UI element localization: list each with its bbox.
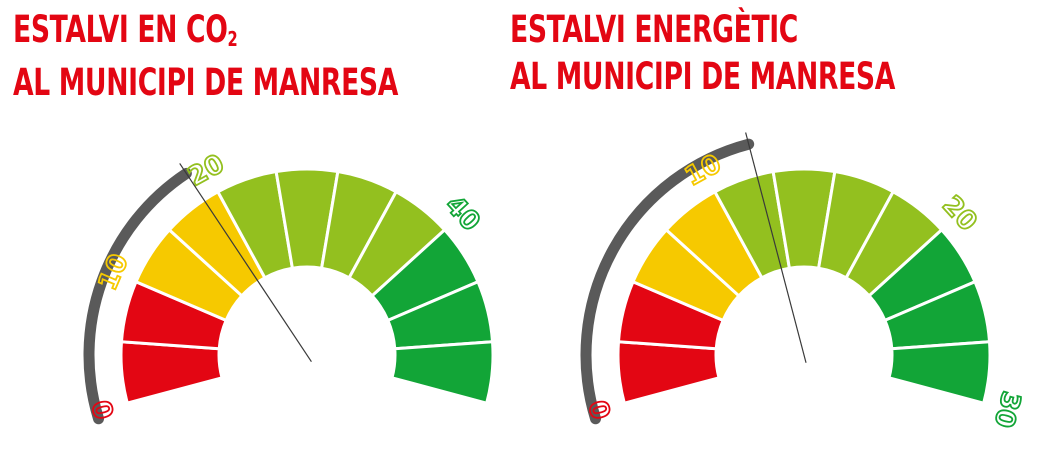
tick-label: 20 xyxy=(183,149,229,193)
gauge-segment-green xyxy=(887,340,992,405)
needle xyxy=(179,163,312,362)
energy-savings-panel: ESTALVI ENERGÈTIC AL MUNICIPI DE MANRESA… xyxy=(497,0,1027,472)
co2-title-line1: ESTALVI EN CO2 xyxy=(13,8,238,51)
progress-arc xyxy=(580,138,755,425)
energy-title-line1: ESTALVI ENERGÈTIC xyxy=(510,8,798,51)
progress-arc xyxy=(83,167,192,425)
co2-savings-title: ESTALVI EN CO2 AL MUNICIPI DE MANRESA xyxy=(13,6,398,106)
gauge-segment-red xyxy=(616,340,721,405)
co2-subscript: 2 xyxy=(227,26,238,51)
gauge-segment-green xyxy=(390,340,495,405)
energy-savings-title: ESTALVI ENERGÈTIC AL MUNICIPI DE MANRESA xyxy=(510,6,895,100)
needle xyxy=(745,132,807,363)
co2-title-line2: AL MUNICIPI DE MANRESA xyxy=(13,61,398,104)
energy-title-line2: AL MUNICIPI DE MANRESA xyxy=(510,55,895,98)
gauge-segment-red xyxy=(119,340,224,405)
tick-label: 30 xyxy=(988,388,1026,431)
